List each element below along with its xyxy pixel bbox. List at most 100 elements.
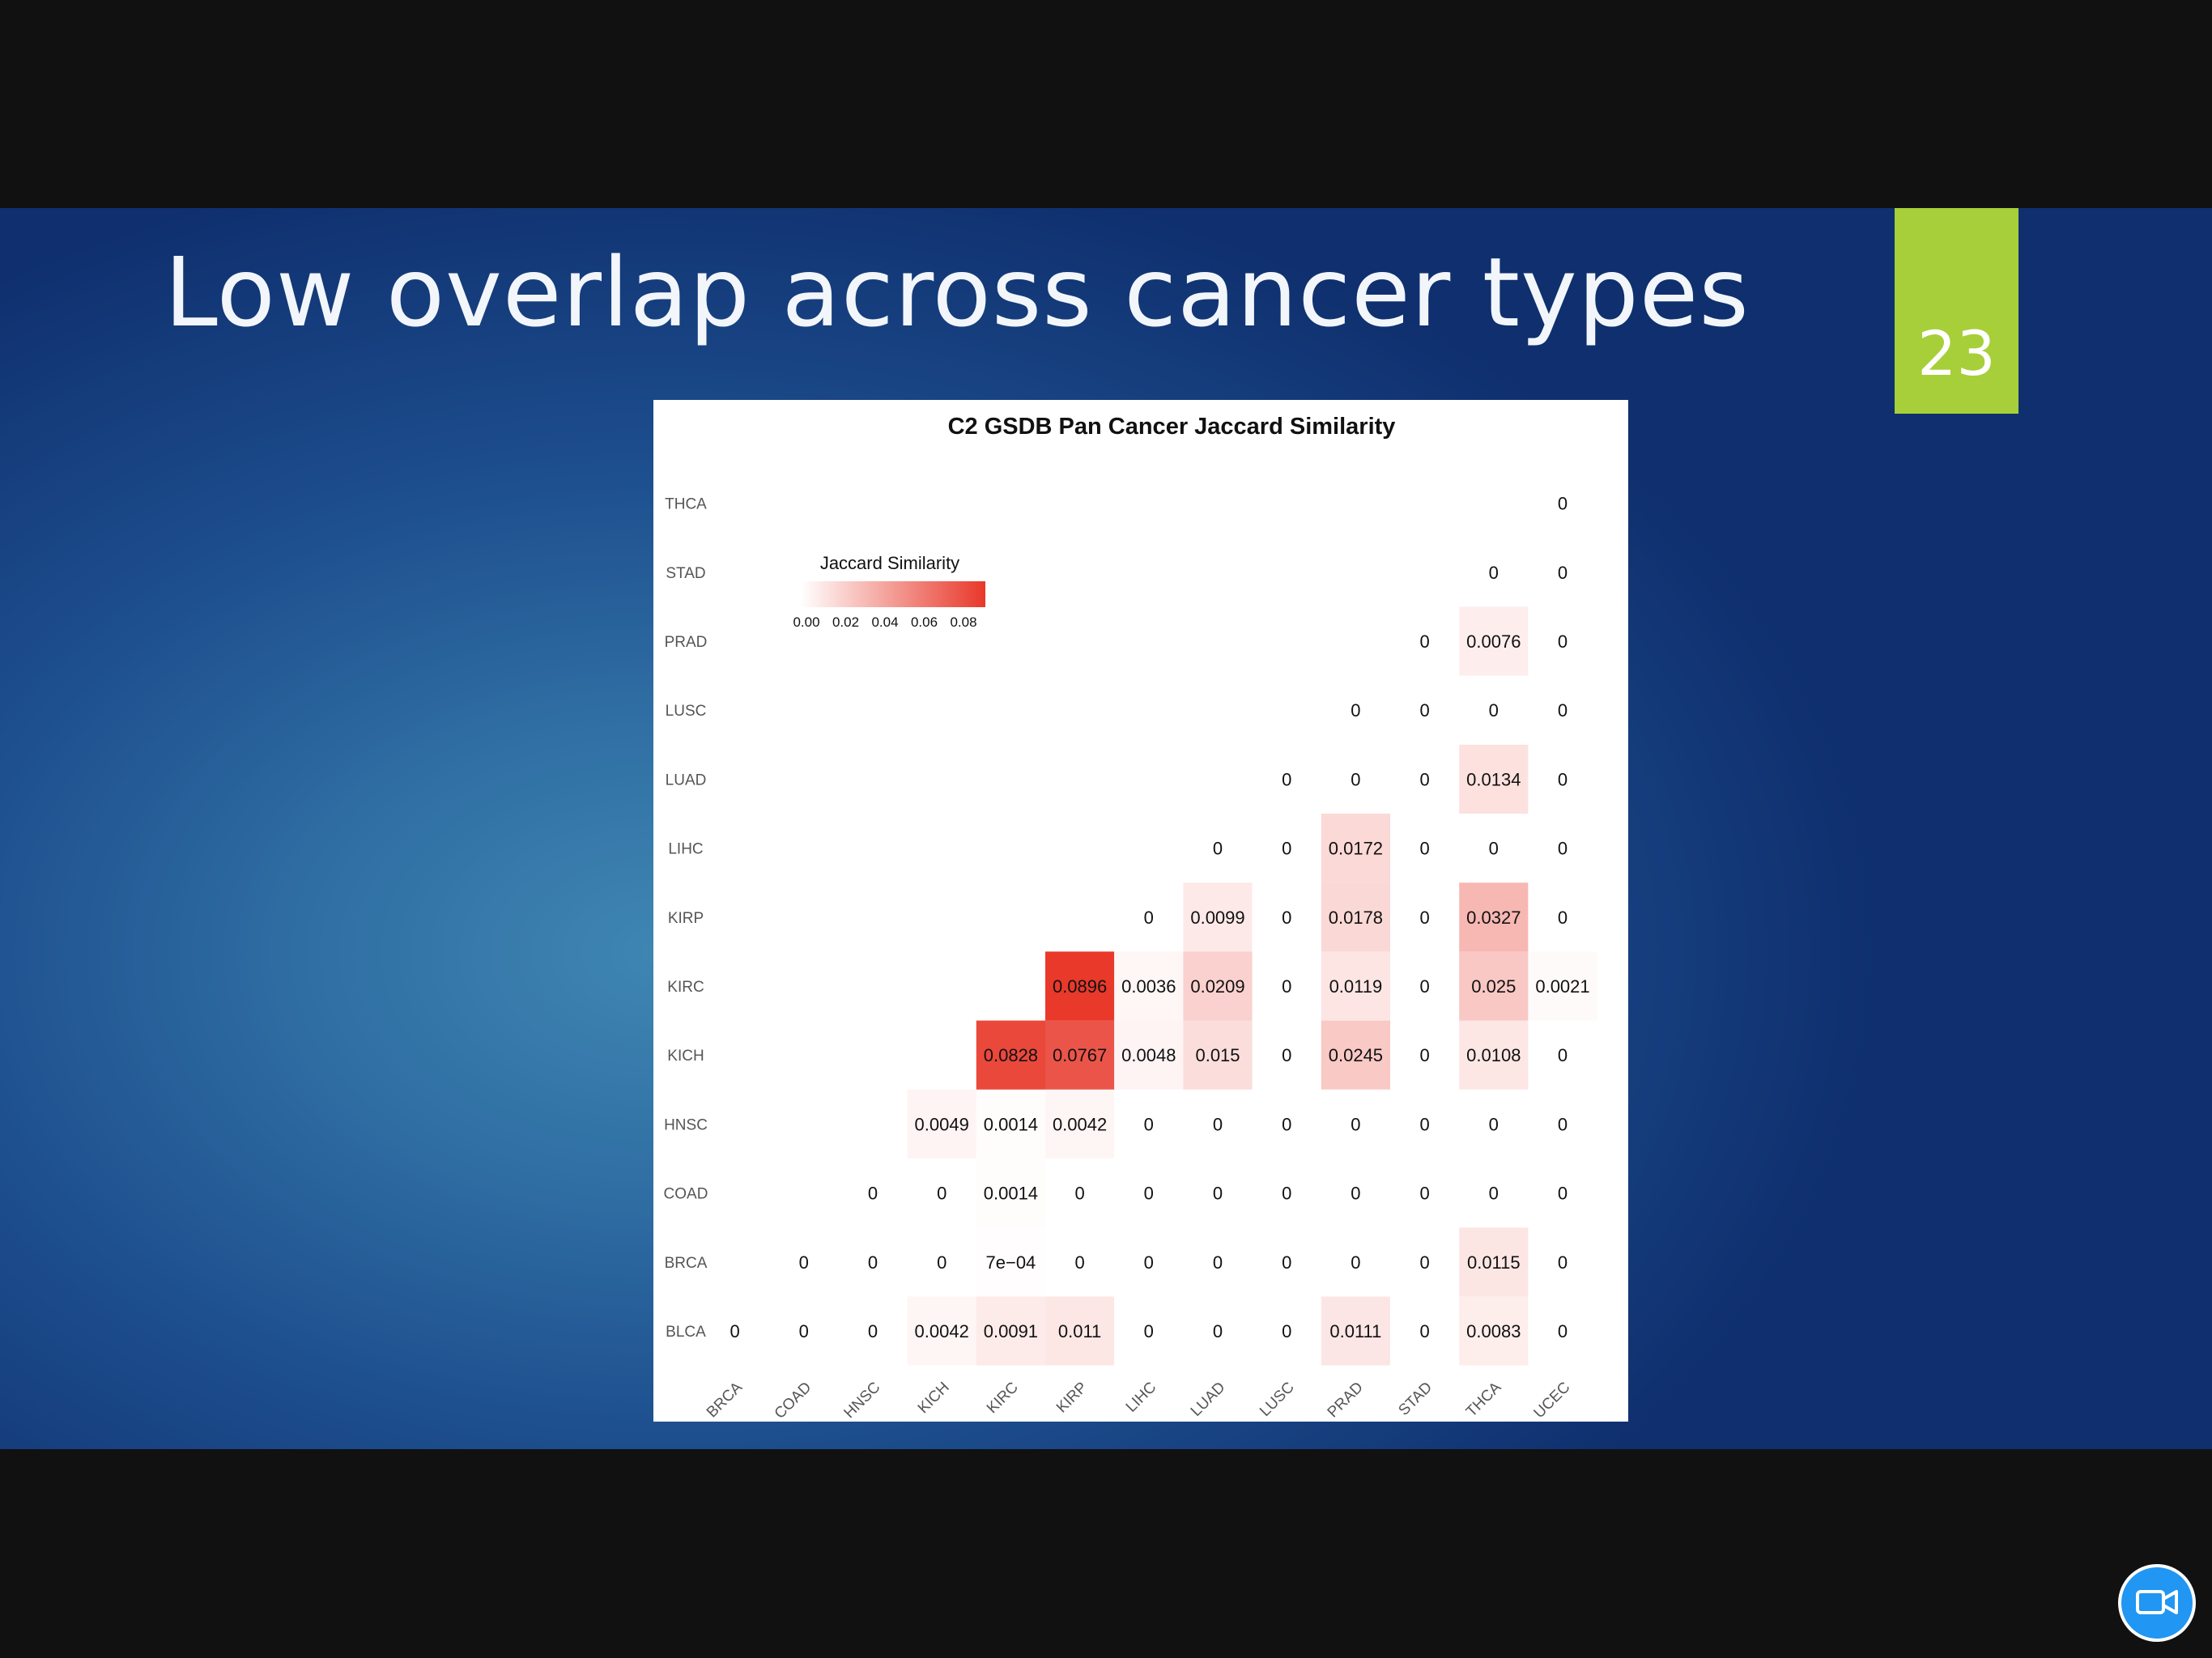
heatmap-cell [1183, 951, 1253, 1021]
heatmap-cell [1321, 1158, 1390, 1228]
cell-value-label: 0.0014 [984, 1184, 1038, 1204]
heatmap-cell [1183, 882, 1253, 952]
column-label: LIHC [1123, 1379, 1159, 1415]
row-label: KIRC [667, 979, 704, 996]
cell-value-label: 0.0049 [915, 1114, 969, 1134]
heatmap-cell [1252, 951, 1321, 1021]
heatmap-cell [976, 1089, 1045, 1158]
cell-value-label: 0 [1558, 1321, 1568, 1341]
cell-value-label: 0.0178 [1329, 908, 1383, 928]
heatmap-cell [1390, 744, 1460, 814]
heatmap-cell [1390, 1158, 1460, 1228]
row-label: PRAD [665, 634, 708, 651]
cell-value-label: 0 [1282, 1184, 1291, 1204]
video-camera-button[interactable] [2121, 1567, 2193, 1639]
heatmap-cell [1390, 1296, 1460, 1366]
heatmap-cell [1183, 1020, 1253, 1090]
heatmap-cell [1528, 951, 1597, 1021]
cell-value-label: 0 [1419, 839, 1429, 859]
cell-value-label: 0.0896 [1053, 976, 1107, 997]
heatmap-cell [1390, 675, 1460, 745]
heatmap-cell [769, 1296, 839, 1366]
column-label: KIRP [1053, 1379, 1091, 1416]
cell-value-label: 0.0209 [1190, 976, 1244, 997]
row-labels: BLCA BRCA COAD HNSC KICH KIRC KIRP LIHC LUAD LUSC… [664, 496, 708, 1341]
row-label: LUSC [666, 703, 707, 720]
cell-value-label: 0 [1489, 1114, 1499, 1134]
column-label: BRCA [704, 1379, 746, 1421]
chart-title: C2 GSDB Pan Cancer Jaccard Similarity [948, 414, 1396, 440]
cell-value-label: 0.0083 [1466, 1321, 1521, 1341]
heatmap-chart: C2 GSDB Pan Cancer Jaccard Similarity 0 0… [664, 414, 1597, 1422]
heatmap-cell [1321, 951, 1390, 1021]
cell-value-label: 0.0767 [1053, 1045, 1107, 1065]
slide-number-badge: 23 [1895, 208, 2018, 414]
cell-value-label: 0.0021 [1535, 976, 1589, 997]
heatmap-cell [1045, 1020, 1115, 1090]
column-label: HNSC [841, 1379, 884, 1422]
cell-value-label: 0.025 [1471, 976, 1516, 997]
cell-value-label: 0.011 [1058, 1321, 1101, 1341]
heatmap-cell [1459, 675, 1529, 745]
heatmap-cell [1390, 1020, 1460, 1090]
heatmap-cell [700, 1296, 770, 1366]
heatmap-cell [1114, 1020, 1184, 1090]
cell-value-label: 0.0828 [984, 1045, 1038, 1065]
heatmap-cell [1528, 469, 1597, 538]
heatmap-cell [1045, 1158, 1115, 1228]
cell-value-label: 0 [1558, 1045, 1568, 1065]
heatmap-cell [1459, 882, 1529, 952]
color-legend: Jaccard Similarity 0.00 0.02 0.04 0.06 0.08 [793, 553, 985, 630]
heatmap-cell [907, 1158, 976, 1228]
cell-value-label: 0 [1282, 1114, 1291, 1134]
cell-value-label: 0 [1558, 631, 1568, 652]
cell-value-label: 0 [1213, 1114, 1223, 1134]
cell-value-label: 0 [937, 1184, 946, 1204]
slide-number: 23 [1917, 317, 1996, 389]
heatmap-cell [1252, 1020, 1321, 1090]
cell-value-label: 0 [1419, 1252, 1429, 1273]
cell-value-label: 0 [1489, 1184, 1499, 1204]
column-label: PRAD [1325, 1379, 1367, 1421]
heatmap-cell [1252, 1296, 1321, 1366]
cell-value-label: 0 [868, 1184, 878, 1204]
cell-value-label: 0.0048 [1121, 1045, 1176, 1065]
cell-value-label: 0 [1558, 563, 1568, 583]
heatmap-cell [1183, 1158, 1253, 1228]
heatmap-cell [1045, 1227, 1115, 1297]
cell-value-label: 0.0014 [984, 1114, 1038, 1134]
cell-value-label: 0 [1282, 1045, 1291, 1065]
heatmap-cell [1321, 1296, 1390, 1366]
cell-value-label: 0.0108 [1466, 1045, 1521, 1065]
cell-value-label: 0 [1489, 563, 1499, 583]
heatmap-cell [1252, 744, 1321, 814]
cell-value-label: 0 [1144, 1321, 1154, 1341]
heatmap-cell [1528, 538, 1597, 607]
cell-value-label: 0 [1282, 1252, 1291, 1273]
column-label: THCA [1463, 1379, 1505, 1421]
heatmap-cell [1528, 1158, 1597, 1228]
heatmap-cell [1321, 744, 1390, 814]
heatmap-cell [1528, 814, 1597, 883]
cell-value-label: 0 [1419, 1045, 1429, 1065]
cell-value-label: 0 [1419, 700, 1429, 721]
heatmap-cell [1459, 1020, 1529, 1090]
cell-value-label: 0.0115 [1467, 1252, 1521, 1273]
cell-value-label: 0 [1419, 1114, 1429, 1134]
heatmap-cell [1528, 1296, 1597, 1366]
heatmap-cell [1252, 882, 1321, 952]
cell-value-label: 0.0134 [1466, 769, 1521, 789]
legend-color-bar [801, 581, 985, 607]
cell-value-label: 0.0091 [984, 1321, 1038, 1341]
row-label: LIHC [668, 841, 703, 858]
cell-value-label: 0.0099 [1190, 908, 1244, 928]
cell-value-label: 0.0327 [1466, 908, 1521, 928]
cell-value-label: 0 [1558, 494, 1568, 514]
heatmap-cell [1390, 814, 1460, 883]
cell-value-label: 0 [1419, 769, 1429, 789]
row-label: BLCA [666, 1324, 706, 1341]
cell-value-label: 0 [868, 1321, 878, 1341]
cell-value-label: 7e−04 [986, 1252, 1036, 1273]
row-label: KIRP [668, 910, 704, 927]
column-label: KIRC [984, 1379, 1022, 1417]
